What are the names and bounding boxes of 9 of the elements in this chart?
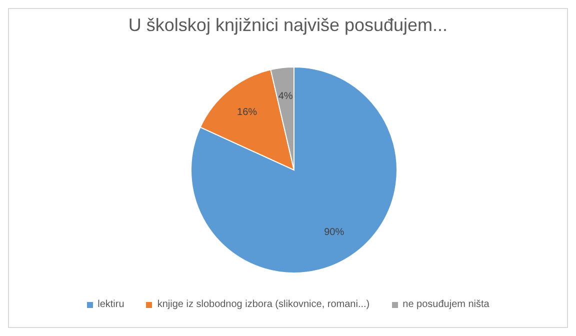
- legend-label: knjige iz slobodnog izbora (slikovnice, romani...): [157, 299, 370, 310]
- legend-label: lektiru: [98, 299, 124, 310]
- chart-title: U školskoj knjižnici najviše posuđujem...: [127, 15, 449, 37]
- pie-slice: [190, 66, 398, 274]
- data-label: 90%: [324, 226, 344, 238]
- data-label: 4%: [278, 90, 293, 102]
- data-label: 16%: [237, 107, 258, 118]
- pie-slice: [200, 69, 294, 170]
- legend-label: ne posuđujem ništa: [402, 299, 490, 310]
